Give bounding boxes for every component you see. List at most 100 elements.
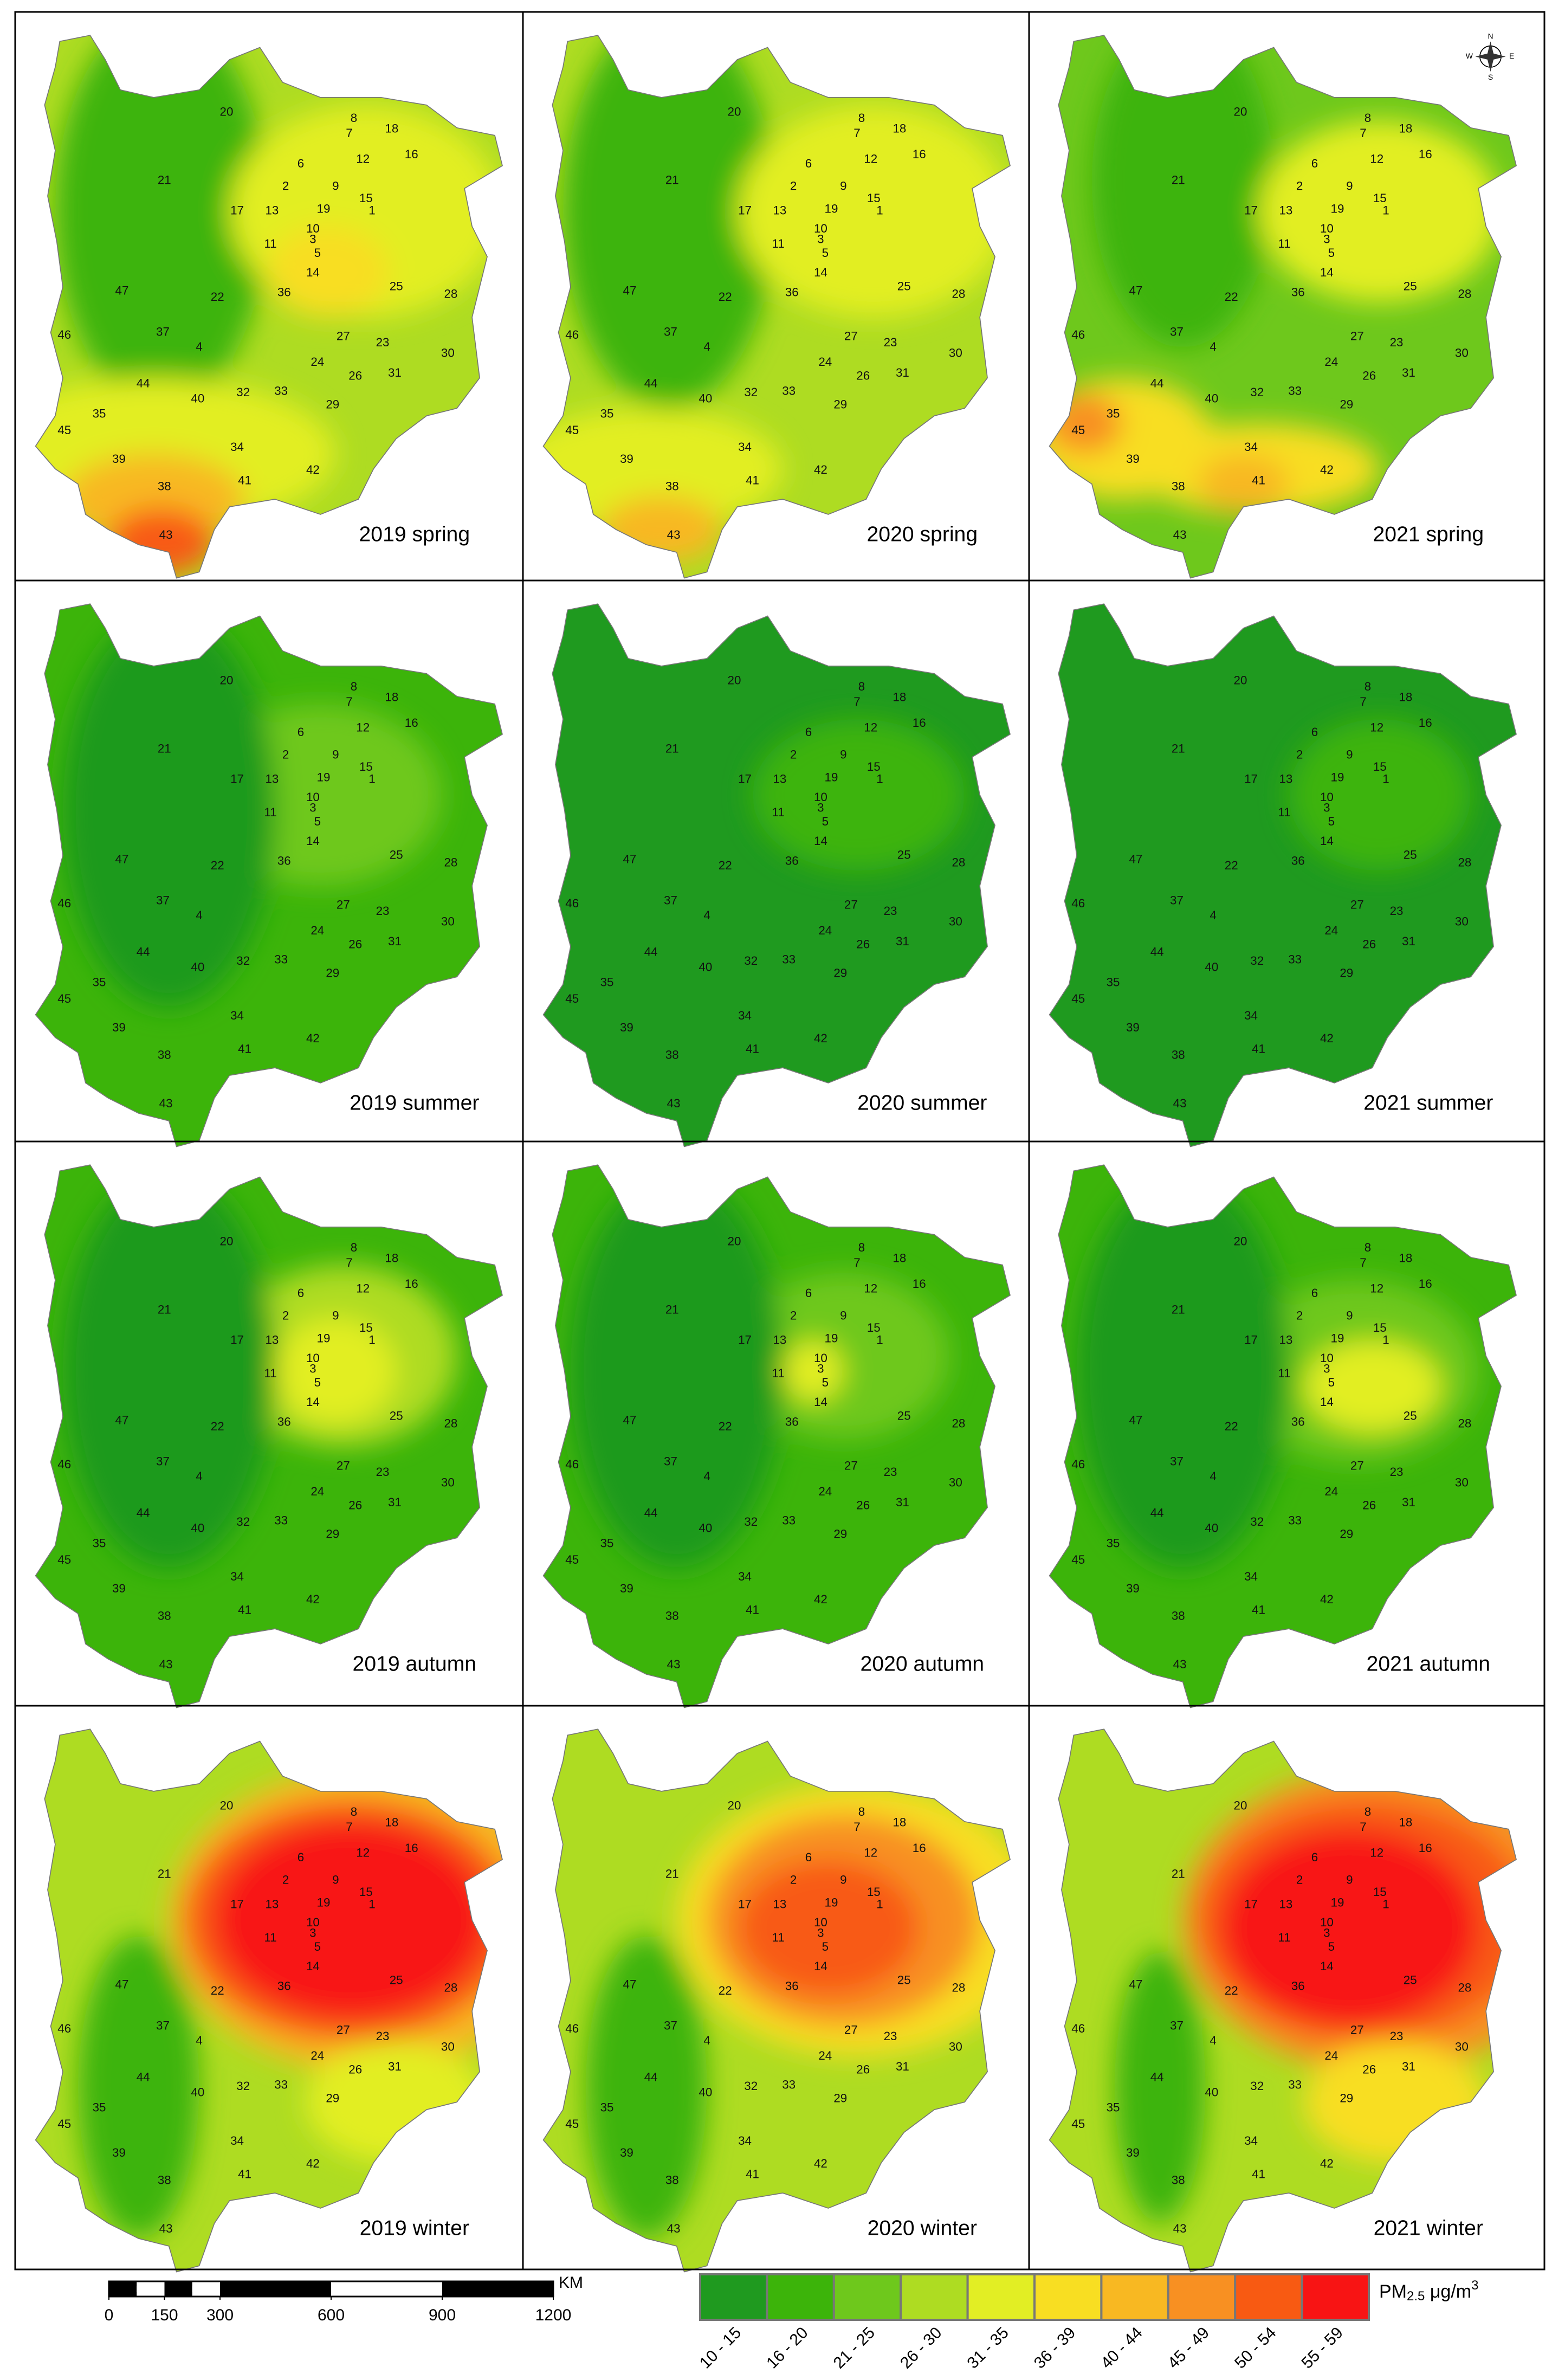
region-number: 43	[667, 528, 681, 541]
region-number: 15	[359, 1321, 373, 1334]
region-number: 30	[1455, 914, 1469, 928]
region-number: 16	[913, 147, 926, 161]
region-number: 17	[230, 772, 244, 786]
region-number: 3	[1323, 1926, 1330, 1940]
region-number: 21	[1172, 1303, 1185, 1317]
region-number: 41	[1252, 1042, 1265, 1055]
region-number: 2	[282, 748, 289, 762]
region-number: 41	[746, 2167, 759, 2181]
region-number: 39	[620, 2146, 633, 2159]
region-number: 25	[390, 1409, 403, 1422]
region-number: 21	[1172, 742, 1185, 756]
region-number: 10	[306, 1915, 320, 1929]
region-number: 46	[1071, 328, 1085, 341]
region-number: 47	[623, 1978, 637, 1991]
region-number: 13	[1279, 772, 1292, 786]
region-number: 37	[1170, 325, 1184, 338]
region-number: 30	[441, 346, 455, 359]
region-number: 29	[326, 966, 339, 980]
region-number: 27	[844, 1459, 858, 1473]
region-number: 2	[790, 748, 797, 762]
panel-label: 2021 winter	[1374, 2217, 1483, 2240]
region-number: 39	[1126, 1582, 1140, 1595]
map-panel: 1234567891011121314151617181920212223242…	[542, 1164, 1011, 1708]
region-number: 32	[236, 1515, 250, 1528]
map-fill	[35, 604, 503, 1147]
region-number: 20	[220, 1799, 234, 1813]
region-number: 27	[337, 1459, 350, 1473]
region-number: 7	[1360, 1820, 1366, 1834]
region-number: 35	[1107, 1536, 1120, 1550]
scale-bar-segment	[442, 2281, 553, 2297]
region-number: 21	[158, 173, 171, 187]
region-number: 32	[236, 2079, 250, 2093]
map-outline	[542, 1728, 1011, 2273]
legend-swatch	[1100, 2273, 1169, 2321]
region-number: 41	[746, 1603, 759, 1616]
panel-label: 2020 spring	[867, 523, 978, 546]
region-number: 17	[738, 204, 752, 217]
region-number: 19	[317, 202, 331, 216]
region-number: 29	[833, 2092, 847, 2105]
region-number: 29	[326, 398, 339, 411]
region-number: 25	[897, 848, 911, 861]
region-number: 45	[1071, 2117, 1085, 2131]
region-number: 5	[1328, 1376, 1335, 1389]
region-number: 40	[1205, 2085, 1218, 2099]
pollution-area	[1289, 719, 1471, 871]
region-number: 36	[785, 1415, 799, 1429]
region-number: 23	[1390, 904, 1404, 918]
region-number: 20	[220, 674, 234, 687]
map-outline	[35, 603, 503, 1147]
region-number: 43	[1173, 528, 1187, 541]
region-number: 38	[158, 2173, 171, 2187]
region-number: 42	[814, 2157, 827, 2170]
region-number: 18	[1399, 121, 1412, 135]
map-outline	[1049, 603, 1517, 1147]
region-number: 43	[667, 1097, 681, 1110]
scale-bar: 0 150 300 600 900 1200 KM	[105, 2274, 583, 2324]
region-number: 7	[853, 126, 860, 140]
region-number: 17	[230, 1333, 244, 1347]
region-number: 8	[1365, 1241, 1371, 1254]
region-number: 38	[1172, 480, 1185, 493]
region-number: 43	[1173, 1097, 1187, 1110]
pollution-area	[783, 1340, 844, 1402]
region-number: 47	[1129, 1978, 1143, 1991]
region-number: 1	[876, 772, 883, 786]
region-number: 40	[1205, 391, 1218, 405]
map-panel: 1234567891011121314151617181920212223242…	[1049, 603, 1517, 1147]
region-number: 43	[159, 2222, 173, 2235]
region-number: 26	[856, 2062, 870, 2076]
region-number: 46	[1071, 1457, 1085, 1471]
region-number: 26	[1362, 2062, 1376, 2076]
region-number: 15	[1373, 760, 1387, 773]
region-number: 22	[719, 1984, 732, 1997]
region-number: 41	[746, 1042, 759, 1055]
pollution-area	[752, 719, 965, 871]
region-number: 47	[623, 284, 637, 298]
region-number: 26	[1362, 1498, 1376, 1512]
region-number: 26	[1362, 937, 1376, 951]
region-number: 40	[699, 391, 712, 405]
region-number: 14	[306, 1395, 320, 1409]
region-number: 42	[814, 463, 827, 476]
region-number: 24	[1324, 2049, 1338, 2062]
pollution-area	[77, 1935, 199, 2239]
region-number: 3	[1323, 1362, 1330, 1376]
region-number: 46	[1071, 2022, 1085, 2035]
map-panel: 1234567891011121314151617181920212223242…	[35, 1728, 503, 2273]
region-number: 46	[1071, 896, 1085, 910]
region-number: 47	[1129, 1414, 1143, 1427]
region-number: 14	[306, 266, 320, 279]
region-number: 4	[703, 908, 710, 922]
region-number: 36	[1291, 1979, 1305, 1993]
region-number: 32	[1250, 954, 1264, 968]
region-number: 20	[220, 105, 234, 119]
region-number: 44	[137, 2070, 150, 2084]
region-number: 15	[867, 1321, 881, 1334]
region-number: 32	[1250, 2079, 1264, 2093]
region-number: 11	[772, 237, 784, 250]
region-number: 45	[565, 1553, 579, 1566]
region-number: 36	[785, 1979, 799, 1993]
